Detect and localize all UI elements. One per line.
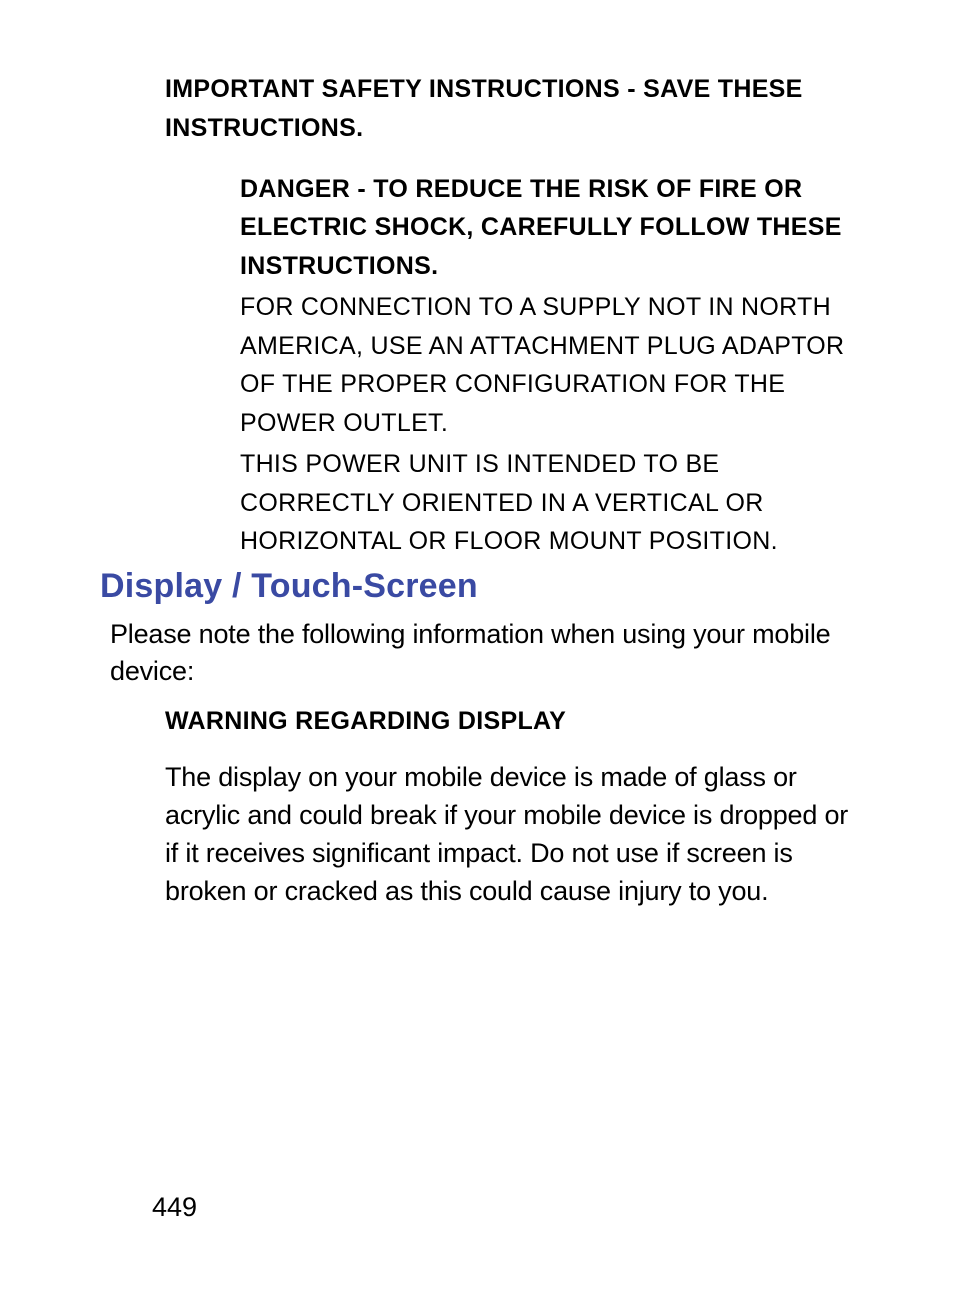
warning-display-heading: WARNING REGARDING DISPLAY [165, 707, 874, 736]
page-number: 449 [152, 1192, 197, 1223]
display-intro: Please note the following information wh… [110, 616, 874, 691]
danger-heading: DANGER - TO REDUCE THE RISK OF FIRE OR E… [240, 170, 864, 286]
page-container: IMPORTANT SAFETY INSTRUCTIONS - SAVE THE… [0, 0, 954, 1295]
section-heading-display: Display / Touch-Screen [100, 567, 874, 606]
warning-display-body: The display on your mobile device is mad… [165, 758, 864, 911]
important-safety-heading: IMPORTANT SAFETY INSTRUCTIONS - SAVE THE… [165, 70, 874, 148]
danger-paragraph-2: THIS POWER UNIT IS INTENDED TO BE CORREC… [240, 445, 864, 561]
danger-paragraph-1: FOR CONNECTION TO A SUPPLY NOT IN NORTH … [240, 288, 864, 443]
danger-block: DANGER - TO REDUCE THE RISK OF FIRE OR E… [240, 170, 864, 562]
